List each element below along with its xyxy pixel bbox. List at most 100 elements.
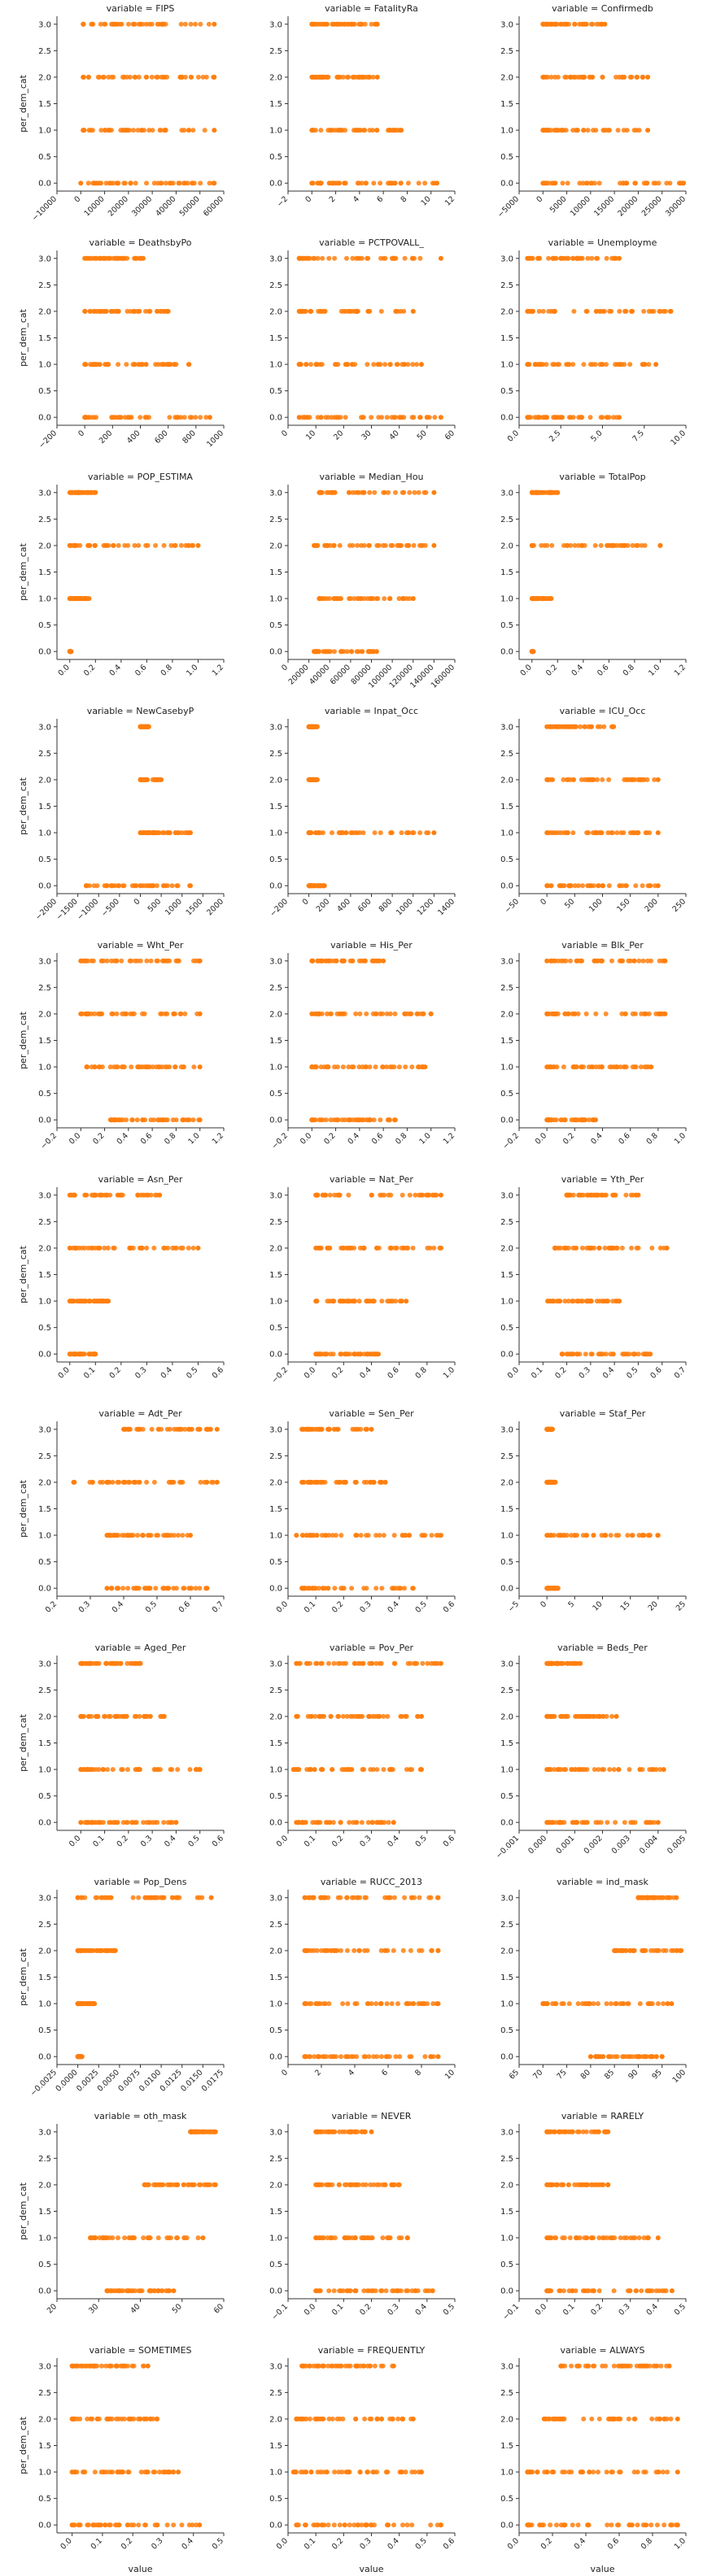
data-point — [645, 74, 651, 80]
y-tick-label: 1.5 — [38, 1271, 51, 1280]
data-point — [649, 1245, 655, 1251]
data-point — [396, 1064, 402, 1070]
y-axis-label: per_dem_cat — [18, 308, 28, 367]
y-tick-label: 2.0 — [269, 1478, 282, 1487]
data-point — [579, 777, 584, 782]
data-point — [574, 1299, 579, 1304]
data-point — [78, 181, 84, 186]
data-point — [544, 1660, 550, 1666]
data-point — [353, 255, 359, 261]
data-point — [438, 1192, 443, 1198]
y-tick-label: 3.0 — [38, 489, 51, 498]
x-tick-label: 1000 — [164, 897, 184, 917]
data-point — [397, 1299, 403, 1304]
data-point — [146, 1533, 152, 1538]
data-point — [605, 542, 610, 548]
data-point — [647, 1533, 653, 1538]
x-tick-label: 0.3 — [578, 1365, 592, 1380]
data-point — [382, 255, 388, 261]
data-point — [356, 649, 361, 655]
data-point — [589, 1351, 595, 1357]
data-point — [98, 128, 104, 133]
y-tick-label: 0.5 — [38, 1324, 51, 1333]
data-point — [188, 1426, 194, 1432]
data-point — [633, 883, 639, 889]
data-point — [388, 1192, 394, 1198]
data-point — [548, 596, 554, 602]
data-point — [76, 490, 81, 495]
data-point — [343, 1479, 348, 1485]
data-point — [407, 1767, 413, 1773]
x-tick-label: 200 — [643, 897, 660, 914]
x-tick-label: 0.0050 — [96, 2068, 121, 2093]
y-tick-label: 1.0 — [269, 595, 282, 604]
data-point — [622, 1820, 627, 1825]
data-point — [131, 1479, 137, 1485]
data-point — [316, 649, 321, 655]
data-point — [85, 181, 91, 186]
data-point — [185, 181, 190, 186]
data-point — [535, 596, 540, 602]
data-point — [309, 74, 315, 80]
data-point — [115, 1479, 120, 1485]
data-point — [649, 1767, 655, 1773]
y-tick-label: 1.5 — [500, 803, 513, 812]
x-tick-label: 10000 — [569, 194, 592, 218]
data-point — [79, 1245, 85, 1251]
x-tick-label: 0.6 — [370, 1131, 385, 1146]
data-point — [596, 1245, 602, 1251]
data-point — [150, 128, 155, 133]
data-point — [591, 1533, 596, 1538]
data-point — [326, 1660, 331, 1666]
data-point — [134, 255, 140, 261]
y-tick-label: 3.0 — [500, 1191, 513, 1200]
data-point — [296, 362, 302, 368]
x-tick-label: 1.0 — [673, 1131, 688, 1146]
data-point — [595, 724, 600, 729]
data-point — [82, 415, 88, 420]
data-point — [143, 308, 148, 314]
x-tick-label: 0.0 — [68, 1131, 82, 1146]
data-point — [648, 1351, 653, 1357]
data-point — [604, 362, 609, 368]
data-point — [161, 308, 167, 314]
y-tick-label: 3.0 — [500, 1425, 513, 1434]
data-point — [555, 74, 561, 80]
data-point — [360, 830, 366, 836]
y-tick-label: 2.0 — [269, 776, 282, 785]
y-tick-label: 0.0 — [500, 180, 513, 189]
data-point — [165, 1245, 171, 1251]
data-point — [529, 596, 535, 602]
data-point — [626, 958, 631, 964]
data-point — [548, 74, 554, 80]
data-point — [580, 181, 586, 186]
y-tick-label: 1.0 — [269, 1532, 282, 1541]
data-point — [386, 1299, 392, 1304]
data-point — [605, 1820, 610, 1825]
data-point — [332, 649, 337, 655]
data-point — [326, 1533, 332, 1538]
data-point — [146, 1064, 151, 1070]
x-tick-label: 0.0 — [299, 1131, 313, 1146]
data-point — [391, 255, 397, 261]
panel-title: variable = Yth_Per — [561, 1174, 644, 1185]
data-point — [343, 1117, 348, 1123]
data-point — [393, 128, 399, 133]
x-tick-label: 0.8 — [163, 1131, 177, 1146]
y-tick-label: 2.5 — [500, 1686, 513, 1695]
data-point — [592, 362, 598, 368]
data-point — [146, 1586, 151, 1591]
data-point — [340, 1586, 346, 1591]
data-point — [188, 830, 193, 836]
data-point — [618, 181, 622, 186]
data-point — [540, 181, 546, 186]
data-point — [87, 1767, 93, 1773]
panel-title: variable = Sen_Per — [329, 1408, 414, 1419]
data-point — [577, 1351, 583, 1357]
data-point — [363, 181, 369, 186]
data-point — [544, 1117, 550, 1123]
x-tick-label: −2000 — [34, 897, 59, 922]
x-tick-label: 0.8 — [394, 1131, 408, 1146]
data-point — [67, 490, 72, 495]
